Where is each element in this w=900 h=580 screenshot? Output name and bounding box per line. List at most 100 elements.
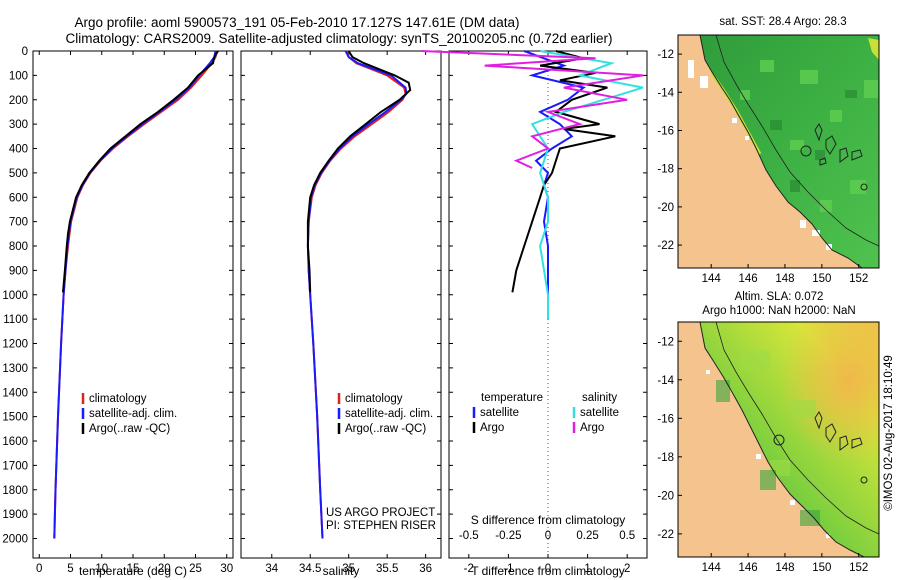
y-tick-label: 400 xyxy=(9,144,28,156)
sla-map-image xyxy=(678,321,880,558)
map-y-tick-label: -16 xyxy=(657,413,674,425)
sla-map-title1: Altim. SLA: 0.072 xyxy=(735,291,824,303)
map-x-tick-label: 148 xyxy=(775,562,794,574)
legend-label-argo-raw-qc: Argo(..raw -QC) xyxy=(89,423,170,435)
map-y-tick-label: -16 xyxy=(657,125,674,137)
x-tick-label: 34 xyxy=(265,563,278,575)
y-tick-label: 900 xyxy=(9,265,28,277)
y-tick-label: 800 xyxy=(9,241,28,253)
top-x-tick-label: 0.25 xyxy=(576,530,598,542)
x-tick-label: 25 xyxy=(189,563,202,575)
x-tick-label: 20 xyxy=(158,563,171,575)
map-y-tick-label: -18 xyxy=(657,452,674,464)
y-tick-label: 1200 xyxy=(2,339,28,351)
series-line-argo-raw-qc xyxy=(306,50,412,293)
series-line-temperature-argo xyxy=(511,50,616,293)
y-tick-label: 1300 xyxy=(2,363,28,375)
x-tick-label: 5 xyxy=(67,563,73,575)
y-tick-label: 300 xyxy=(9,119,28,131)
top-x-tick-label: -0.5 xyxy=(459,530,479,542)
map-y-tick-label: -14 xyxy=(657,87,674,99)
sal-legend-title: salinity xyxy=(582,392,617,404)
map-x-tick-label: 152 xyxy=(849,562,868,574)
legend-label-satellite-adj-clim: satellite-adj. clim. xyxy=(345,408,433,420)
legend-label-argo: Argo xyxy=(480,422,504,434)
map-y-tick-label: -14 xyxy=(657,375,674,387)
sst-map: sat. SST: 28.4 Argo: 28.3 xyxy=(657,16,880,285)
top-x-tick-label: 0 xyxy=(545,530,551,542)
figure-title-line1: Argo profile: aoml 5900573_191 05-Feb-20… xyxy=(74,15,519,30)
map-x-tick-label: 144 xyxy=(702,273,722,285)
x-tick-label: 35.5 xyxy=(376,563,398,575)
temperature-axes-frame xyxy=(32,50,234,559)
x-tick-label: 15 xyxy=(127,563,140,575)
y-tick-label: 700 xyxy=(9,217,28,229)
map-y-tick-label: -12 xyxy=(657,336,674,348)
x-tick-label: 2 xyxy=(624,563,630,575)
temperature-panel: 0100200300400500600700800900100011001200… xyxy=(2,46,234,578)
map-y-tick-label: -22 xyxy=(657,529,674,541)
difference-panel: -2 -1 0 1 2 S difference from climatology -0… xyxy=(421,50,648,578)
series-line-salinity-satellite xyxy=(530,50,644,320)
legend-label-satellite: satellite xyxy=(580,407,619,419)
x-tick-label: 10 xyxy=(95,563,108,575)
salinity-axes-frame xyxy=(240,50,442,559)
y-tick-label: 0 xyxy=(22,46,28,58)
x-tick-label: 1 xyxy=(584,563,590,575)
legend-label-argo-raw-qc: Argo(..raw -QC) xyxy=(345,423,426,435)
sst-argo-position-marker xyxy=(800,145,812,157)
sla-map-title2: Argo h1000: NaN h2000: NaN xyxy=(702,305,855,317)
x-tick-label: 35 xyxy=(342,563,355,575)
map-x-tick-label: 146 xyxy=(738,273,757,285)
y-tick-label: 1600 xyxy=(2,436,28,448)
temperature-xlabel: temperature (deg C) xyxy=(79,564,187,578)
sla-argo-position-marker xyxy=(773,434,785,446)
salinity-panel: 34 34.5 35 35.5 36 salinity climatology satel… xyxy=(240,50,442,578)
series-line-temperature-satellite xyxy=(523,50,586,320)
top-x-tick-label: -0.25 xyxy=(495,530,521,542)
credit-pi: PI: STEPHEN RISER xyxy=(326,520,436,532)
sst-map-title: sat. SST: 28.4 Argo: 28.3 xyxy=(719,16,846,28)
x-tick-label: 34.5 xyxy=(299,563,321,575)
figure-title-line2: Climatology: CARS2009. Satellite-adjuste… xyxy=(65,31,612,46)
y-tick-label: 1400 xyxy=(2,387,28,399)
map-y-tick-label: -18 xyxy=(657,164,674,176)
credit-project: US ARGO PROJECT xyxy=(326,507,435,519)
y-tick-label: 200 xyxy=(9,95,28,107)
top-x-tick-label: 0.5 xyxy=(619,530,635,542)
map-y-tick-label: -20 xyxy=(657,490,674,502)
legend-label-satellite-adj-clim: satellite-adj. clim. xyxy=(89,408,177,420)
x-tick-label: 30 xyxy=(220,563,233,575)
map-y-tick-label: -20 xyxy=(657,202,674,214)
map-x-tick-label: 148 xyxy=(775,273,794,285)
legend-label-satellite: satellite xyxy=(480,407,519,419)
x-tick-label: 36 xyxy=(419,563,432,575)
imos-stamp: ©IMOS 02-Aug-2017 18:10:49 xyxy=(883,355,895,511)
y-tick-label: 2000 xyxy=(2,534,28,546)
legend-label-climatology: climatology xyxy=(345,393,403,405)
temp-legend-title: temperature xyxy=(481,392,543,404)
x-tick-label: 0 xyxy=(36,563,42,575)
y-tick-label: 1100 xyxy=(3,314,28,326)
legend-label-argo: Argo xyxy=(580,422,604,434)
x-tick-label: -2 xyxy=(464,563,474,575)
y-tick-label: 1800 xyxy=(2,485,28,497)
y-tick-label: 1900 xyxy=(2,509,28,521)
map-y-tick-label: -22 xyxy=(657,240,674,252)
x-tick-label: 0 xyxy=(545,563,551,575)
y-tick-label: 1700 xyxy=(2,460,28,472)
map-x-tick-label: 144 xyxy=(702,562,722,574)
map-x-tick-label: 150 xyxy=(812,562,831,574)
y-tick-label: 1500 xyxy=(2,412,28,424)
series-line-argo-raw-qc xyxy=(62,50,219,293)
s-difference-label: S difference from climatology xyxy=(471,513,626,527)
legend-label-climatology: climatology xyxy=(89,393,147,405)
x-tick-label: -1 xyxy=(503,563,513,575)
y-tick-label: 600 xyxy=(9,192,28,204)
salinity-xlabel: salinity xyxy=(323,564,360,578)
series-line-salinity-argo xyxy=(421,50,644,169)
sla-map-frame xyxy=(677,321,880,558)
map-x-tick-label: 146 xyxy=(738,562,757,574)
y-tick-label: 100 xyxy=(9,70,28,82)
